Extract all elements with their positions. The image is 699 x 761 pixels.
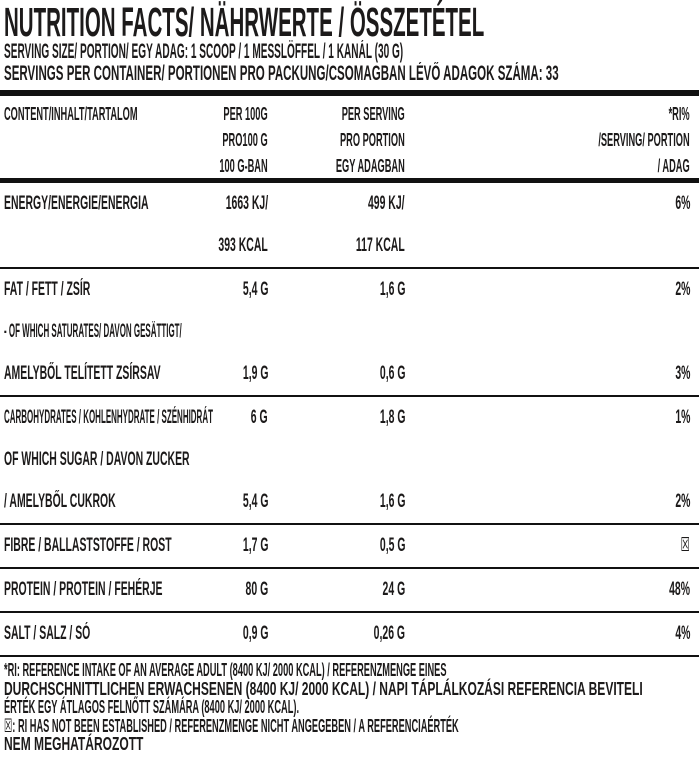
table-row: FIBRE / BALLASTSTOFFE / ROST 1,7 G 0,5 G ☒ [0, 525, 699, 569]
per-100g-value: 393 KCAL [218, 235, 268, 256]
row-label: SALT / SALZ / SÓ [4, 623, 91, 644]
row-label: - OF WHICH SATURATES/ DAVON GESÄTTIGT/ [4, 321, 182, 342]
column-header-per-serving: PER SERVING PRO PORTION EGY ADAGBAN [336, 103, 405, 176]
per-100g-value: 80 G [245, 579, 268, 600]
ri-value: 2% [674, 491, 690, 512]
column-header-per-100g: PER 100G PRO100 G 100 G-BAN [219, 103, 268, 176]
footnote-line: DURCHSCHNITTLICHEN ERWACHSENEN (8400 KJ/… [4, 677, 699, 699]
ri-value: 4% [674, 623, 690, 644]
table-row: 393 KCAL 117 KCAL [0, 225, 699, 269]
row-label: ENERGY/ENERGIE/ENERGIA [4, 193, 149, 214]
footnote-line-text: ÉRTÉK EGY ÁTLAGOS FELNŐTT SZÁMÁRA (8400 … [4, 696, 300, 717]
per-100g-value: 5,4 G [242, 491, 268, 512]
row-label: FIBRE / BALLASTSTOFFE / ROST [4, 535, 172, 556]
no-ri-icon: ☒ [680, 535, 690, 556]
footnote-line: ÉRTÉK EGY ÁTLAGOS FELNŐTT SZÁMÁRA (8400 … [4, 696, 699, 717]
per-100g-value: 5,4 G [242, 279, 268, 300]
ri-value: 3% [674, 363, 690, 384]
row-label: CARBOHYDRATES / KOHLENHYDRATE / SZÉNHIDR… [4, 407, 213, 428]
table-row: FAT / FETT / ZSÍR 5,4 G 1,6 G 2% [0, 269, 699, 311]
row-label: / AMELYBŐL CUKROK [4, 491, 116, 512]
per-serving-value: 117 KCAL [356, 235, 405, 256]
table-row: ENERGY/ENERGIE/ENERGIA 1663 KJ/499 KJ/6% [0, 183, 699, 225]
per-100g-value: 0,9 G [242, 623, 268, 644]
footnote-line-text: *RI: REFERENCE INTAKE OF AN AVERAGE ADUL… [4, 659, 447, 680]
table-row: OF WHICH SUGAR / DAVON ZUCKER [0, 439, 699, 481]
per-serving-value: 0,6 G [379, 363, 405, 384]
footnote-line-text: ☒: RI HAS NOT BEEN ESTABLISHED / REFEREN… [4, 714, 459, 736]
table-row: / AMELYBŐL CUKROK 5,4 G 1,6 G 2% [0, 481, 699, 525]
ri-value: 1% [674, 407, 690, 428]
row-label: PROTEIN / PROTEIN / FEHÉRJE [4, 579, 163, 600]
footnote-line: *RI: REFERENCE INTAKE OF AN AVERAGE ADUL… [4, 659, 699, 680]
table-row: - OF WHICH SATURATES/ DAVON GESÄTTIGT/ [0, 311, 699, 353]
footnote: *RI: REFERENCE INTAKE OF AN AVERAGE ADUL… [0, 657, 699, 754]
row-label: FAT / FETT / ZSÍR [4, 279, 91, 300]
table-row: CARBOHYDRATES / KOHLENHYDRATE / SZÉNHIDR… [0, 397, 699, 439]
per-100g-value: 6 G [251, 407, 268, 428]
per-100g-value: 1,7 G [242, 535, 268, 556]
row-label: AMELYBŐL TELÍTETT ZSÍRSAV [4, 363, 161, 384]
serving-size-line: SERVING SIZE/ PORTION/ EGY ADAG: 1 SCOOP… [4, 40, 404, 63]
table-header: CONTENT/INHALT/TARTALOM PER 100G PRO100 … [0, 96, 699, 183]
nutrition-table-body: ENERGY/ENERGIE/ENERGIA 1663 KJ/499 KJ/6% 3… [0, 183, 699, 657]
divider-thick-top [0, 90, 699, 96]
table-row: AMELYBŐL TELÍTETT ZSÍRSAV 1,9 G 0,6 G 3% [0, 353, 699, 397]
per-serving-value: 24 G [382, 579, 405, 600]
ri-value: 2% [674, 279, 690, 300]
column-header-ri: *RI% /SERVING/ PORTION / ADAG [598, 103, 690, 176]
row-label: OF WHICH SUGAR / DAVON ZUCKER [4, 449, 190, 470]
ri-value: 48% [669, 579, 690, 600]
per-serving-value: 1,6 G [379, 279, 405, 300]
table-row: SALT / SALZ / SÓ 0,9 G 0,26 G 4% [0, 613, 699, 657]
ri-value: 6% [674, 193, 690, 214]
footnote-line: ☒: RI HAS NOT BEEN ESTABLISHED / REFEREN… [4, 714, 699, 736]
per-serving-value: 0,26 G [373, 623, 405, 644]
footnote-line-text: DURCHSCHNITTLICHEN ERWACHSENEN (8400 KJ/… [4, 677, 643, 699]
table-row: PROTEIN / PROTEIN / FEHÉRJE 80 G 24 G 48% [0, 569, 699, 613]
footnote-line: NEM MEGHATÁROZOTT [4, 733, 699, 754]
footnote-line-text: NEM MEGHATÁROZOTT [4, 733, 144, 754]
per-serving-value: 1,6 G [379, 491, 405, 512]
servings-per-container-line: SERVINGS PER CONTAINER/ PORTIONEN PRO PA… [4, 62, 559, 85]
column-header-content: CONTENT/INHALT/TARTALOM [4, 103, 138, 124]
page-title-text: NUTRITION FACTS/ NÄHRWERTE / ÖSSZETÉTEL [4, 0, 485, 45]
page-title: NUTRITION FACTS/ NÄHRWERTE / ÖSSZETÉTEL [4, 0, 699, 45]
per-serving-value: 499 KJ/ [368, 193, 405, 214]
per-100g-value: 1,9 G [242, 363, 268, 384]
per-serving-value: 0,5 G [379, 535, 405, 556]
per-100g-value: 1663 KJ/ [225, 193, 268, 214]
per-serving-value: 1,8 G [379, 407, 405, 428]
